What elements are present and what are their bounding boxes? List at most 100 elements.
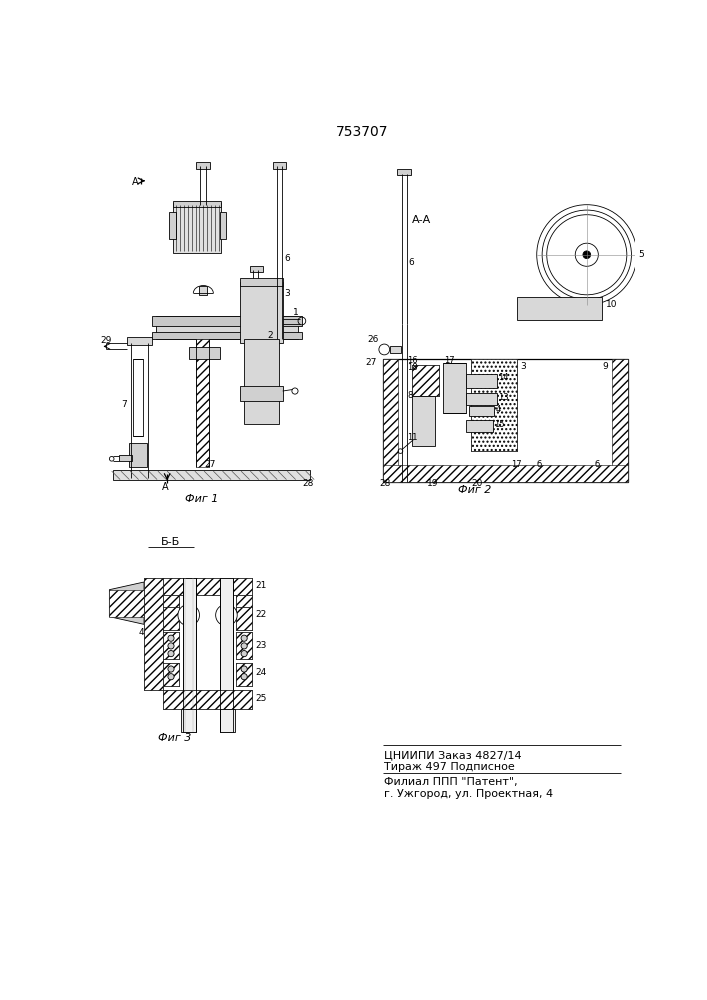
Bar — [152, 316, 302, 326]
Bar — [472, 359, 518, 451]
Bar — [163, 595, 179, 607]
Bar — [197, 339, 209, 466]
Bar — [163, 663, 179, 686]
Bar — [240, 386, 283, 401]
Text: 22: 22 — [256, 610, 267, 619]
Text: б: б — [595, 460, 600, 469]
Text: 6: 6 — [408, 258, 414, 267]
Text: б: б — [537, 460, 542, 469]
Bar — [133, 359, 143, 436]
Circle shape — [168, 643, 174, 649]
Bar — [236, 595, 252, 607]
Bar — [236, 607, 252, 630]
Bar — [182, 578, 196, 732]
Bar — [382, 359, 398, 482]
Bar — [518, 297, 602, 320]
Circle shape — [178, 604, 199, 626]
Bar — [412, 365, 439, 396]
Bar — [469, 406, 493, 416]
Text: Фиг 3: Фиг 3 — [158, 733, 192, 743]
Bar — [156, 316, 298, 339]
Bar — [273, 162, 286, 169]
Bar — [443, 363, 466, 413]
Text: 27: 27 — [366, 358, 377, 367]
Circle shape — [168, 651, 174, 657]
Text: Б-Б: Б-Б — [161, 537, 180, 547]
Polygon shape — [113, 470, 310, 480]
Circle shape — [583, 251, 590, 259]
Text: 4: 4 — [139, 628, 144, 637]
Text: 13: 13 — [498, 393, 509, 402]
Bar — [110, 590, 144, 617]
Bar — [219, 212, 226, 239]
Text: 17: 17 — [511, 460, 522, 469]
Text: 7: 7 — [121, 400, 127, 409]
Bar — [240, 282, 283, 343]
Bar — [390, 346, 402, 353]
Bar — [144, 578, 163, 690]
Bar — [163, 607, 179, 630]
Bar — [163, 632, 179, 659]
Text: 5: 5 — [638, 250, 644, 259]
Bar — [163, 595, 179, 607]
Text: 14: 14 — [498, 373, 509, 382]
Bar — [152, 332, 302, 339]
Text: 4: 4 — [496, 405, 501, 414]
Circle shape — [216, 604, 238, 626]
Text: 27: 27 — [204, 460, 216, 469]
Text: А: А — [132, 177, 138, 187]
Bar — [163, 578, 252, 595]
Bar — [466, 393, 497, 405]
Bar — [129, 443, 147, 466]
Text: 28: 28 — [302, 479, 313, 488]
Text: 28: 28 — [379, 479, 390, 488]
Text: 29: 29 — [100, 336, 112, 345]
Circle shape — [168, 635, 174, 641]
Bar — [189, 347, 219, 359]
Bar — [240, 278, 283, 286]
Bar — [199, 286, 207, 295]
Bar — [173, 203, 221, 253]
Text: 24: 24 — [256, 668, 267, 677]
Text: 3: 3 — [520, 362, 525, 371]
Text: Филиал ППП "Патент",: Филиал ППП "Патент", — [385, 777, 518, 787]
Text: 26: 26 — [368, 335, 379, 344]
Bar — [170, 212, 175, 239]
Text: 25: 25 — [256, 694, 267, 703]
Bar — [612, 359, 628, 482]
Bar — [382, 465, 628, 482]
Circle shape — [241, 643, 247, 649]
Text: 9: 9 — [602, 362, 608, 371]
Bar — [144, 578, 163, 690]
Text: А: А — [162, 482, 168, 492]
Circle shape — [222, 610, 231, 620]
Circle shape — [241, 666, 247, 672]
Text: 11: 11 — [407, 433, 418, 442]
Bar — [466, 420, 493, 432]
Circle shape — [168, 674, 174, 680]
Text: А-А: А-А — [411, 215, 431, 225]
Bar — [236, 595, 252, 607]
Circle shape — [241, 674, 247, 680]
Text: 23: 23 — [256, 641, 267, 650]
Bar — [163, 663, 179, 686]
Bar — [466, 374, 497, 388]
Text: Фиг 1: Фиг 1 — [185, 494, 218, 504]
Text: 8: 8 — [407, 391, 413, 400]
Bar — [250, 266, 262, 272]
Bar — [163, 690, 252, 709]
Bar — [173, 201, 221, 207]
Bar — [163, 578, 252, 595]
Bar — [163, 632, 179, 659]
Circle shape — [241, 651, 247, 657]
Text: 18: 18 — [407, 363, 418, 372]
Bar — [219, 709, 235, 732]
Circle shape — [184, 610, 193, 620]
Text: 753707: 753707 — [336, 125, 388, 139]
Text: 16: 16 — [407, 356, 418, 365]
Bar — [236, 607, 252, 630]
Bar — [412, 365, 439, 396]
Text: 19: 19 — [426, 479, 438, 488]
Bar — [163, 607, 179, 630]
Text: 1: 1 — [293, 308, 299, 317]
